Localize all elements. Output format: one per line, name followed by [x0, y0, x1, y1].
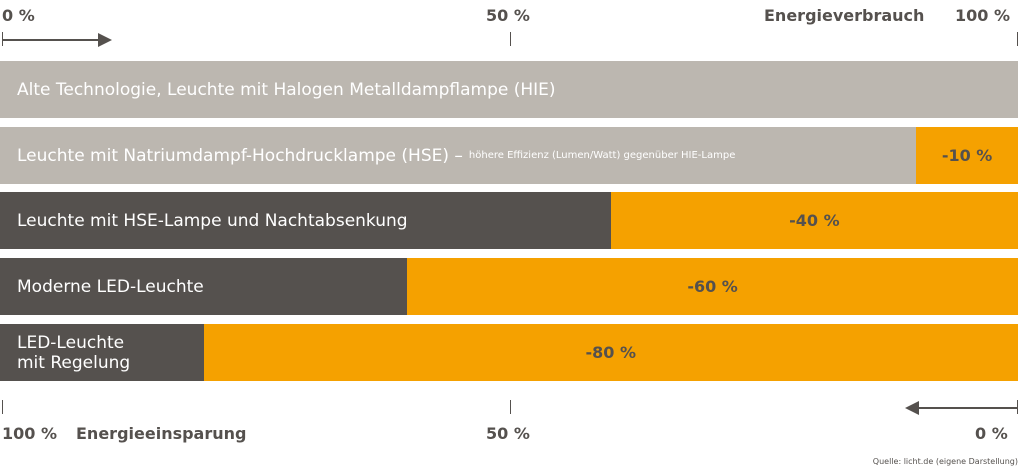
top-axis-label-100: 100 % [955, 6, 1010, 25]
consumption-arrow-icon [2, 33, 112, 47]
bar-saving-segment [203, 324, 1018, 381]
top-axis-title: Energieverbrauch [764, 6, 925, 25]
bar-row: -40 % Leuchte mit HSE-Lampe und Nachtabse… [0, 192, 1018, 249]
bar-consumption-segment [0, 61, 1018, 118]
saving-percent-label: -80 % [585, 343, 637, 362]
bar-saving-segment [916, 127, 1018, 184]
top-tick-50 [510, 32, 511, 46]
bar-label: LED-Leuchte mit Regelung [17, 324, 130, 381]
bar-row: -60 % Moderne LED-Leuchte [0, 258, 1018, 315]
bottom-tick-0 [1017, 400, 1018, 414]
bar-label: Moderne LED-Leuchte [17, 258, 204, 315]
bar-label-text: Alte Technologie, Leuchte mit Halogen Me… [17, 79, 556, 100]
bar-label: Leuchte mit HSE-Lampe und Nachtabsenkung [17, 192, 408, 249]
saving-percent-label: -60 % [687, 277, 738, 296]
bar-row: -80 % LED-Leuchte mit Regelung [0, 324, 1018, 381]
bar-consumption-segment [0, 324, 204, 381]
top-axis-label-0: 0 % [2, 6, 35, 25]
top-axis-label-50: 50 % [486, 6, 530, 25]
bottom-tick-50 [510, 400, 511, 414]
bar-consumption-segment [0, 258, 408, 315]
bar-label: Leuchte mit Natriumdampf-Hochdrucklampe … [17, 127, 735, 184]
saving-arrow-icon [905, 401, 1017, 415]
bar-label-text: Leuchte mit Natriumdampf-Hochdrucklampe … [17, 145, 463, 166]
top-tick-100 [1017, 32, 1018, 46]
bar-consumption-segment [0, 192, 611, 249]
bar-row: -10 % Leuchte mit Natriumdampf-Hochdruckl… [0, 127, 1018, 184]
bar-label-text: Moderne LED-Leuchte [17, 276, 204, 297]
bottom-tick-100 [2, 400, 3, 414]
bar-row: Alte Technologie, Leuchte mit Halogen Me… [0, 61, 1018, 118]
saving-percent-label: -10 % [941, 146, 993, 165]
bar-saving-segment [407, 258, 1018, 315]
bar-saving-segment [610, 192, 1018, 249]
bar-label: Alte Technologie, Leuchte mit Halogen Me… [17, 61, 556, 118]
bottom-axis-label-0: 0 % [975, 424, 1008, 443]
bar-consumption-segment [0, 127, 917, 184]
bar-label-note: höhere Effizienz (Lumen/Watt) gegenüber … [468, 149, 736, 161]
bottom-axis-title: Energieeinsparung [76, 424, 247, 443]
bottom-axis-label-100: 100 % [2, 424, 57, 443]
saving-percent-label: -40 % [789, 211, 840, 230]
bar-label-text: Leuchte mit HSE-Lampe und Nachtabsenkung [17, 210, 408, 231]
bar-label-lines: LED-Leuchte mit Regelung [17, 332, 131, 373]
source-note: Quelle: licht.de (eigene Darstellung) [872, 457, 1018, 466]
bottom-axis-label-50: 50 % [486, 424, 530, 443]
